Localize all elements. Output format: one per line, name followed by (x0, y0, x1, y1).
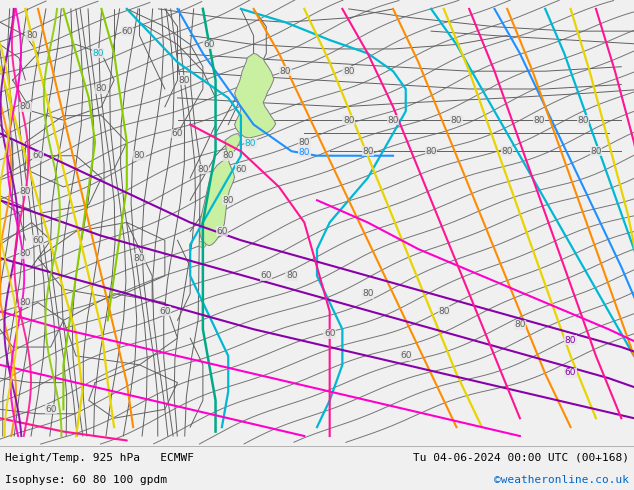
Text: 60: 60 (121, 26, 133, 36)
Text: 60: 60 (261, 271, 272, 280)
Text: 80: 80 (451, 116, 462, 124)
Text: 60: 60 (216, 227, 228, 236)
Text: 80: 80 (26, 31, 37, 40)
Text: 80: 80 (20, 249, 31, 258)
Text: 80: 80 (343, 116, 354, 124)
Text: 80: 80 (438, 307, 450, 316)
Text: 80: 80 (501, 147, 513, 156)
Text: 80: 80 (343, 67, 354, 75)
Text: 60: 60 (45, 405, 56, 414)
Text: 80: 80 (20, 298, 31, 307)
Text: Isophyse: 60 80 100 gpdm: Isophyse: 60 80 100 gpdm (5, 475, 167, 485)
Text: Height/Temp. 925 hPa   ECMWF: Height/Temp. 925 hPa ECMWF (5, 453, 194, 463)
Text: 80: 80 (93, 49, 104, 58)
Text: 80: 80 (223, 196, 234, 205)
Text: 60: 60 (400, 351, 411, 361)
Text: 80: 80 (134, 253, 145, 263)
Text: 60: 60 (172, 129, 183, 138)
Text: 80: 80 (533, 116, 545, 124)
Polygon shape (199, 241, 206, 248)
Text: ©weatheronline.co.uk: ©weatheronline.co.uk (494, 475, 629, 485)
Text: 80: 80 (425, 147, 437, 156)
Text: 80: 80 (590, 147, 602, 156)
Text: 60: 60 (565, 368, 576, 377)
Text: Tu 04-06-2024 00:00 UTC (00+168): Tu 04-06-2024 00:00 UTC (00+168) (413, 453, 629, 463)
Text: 60: 60 (235, 165, 247, 173)
Polygon shape (200, 133, 241, 245)
Text: 80: 80 (362, 147, 373, 156)
Text: 80: 80 (514, 320, 526, 329)
Text: 80: 80 (362, 289, 373, 298)
Text: 60: 60 (159, 307, 171, 316)
Text: 80: 80 (299, 147, 310, 157)
Text: 80: 80 (578, 116, 589, 124)
Text: 80: 80 (565, 336, 576, 345)
Text: 80: 80 (134, 151, 145, 160)
Polygon shape (235, 53, 276, 138)
Text: 80: 80 (96, 84, 107, 94)
Text: 60: 60 (32, 151, 44, 160)
Text: 80: 80 (197, 165, 209, 173)
Text: 60: 60 (32, 236, 44, 245)
Text: 80: 80 (299, 138, 310, 147)
Text: 80: 80 (20, 187, 31, 196)
Text: 80: 80 (20, 102, 31, 111)
Text: 60: 60 (204, 40, 215, 49)
Text: 80: 80 (286, 271, 297, 280)
Text: 80: 80 (223, 151, 234, 160)
Text: 80: 80 (280, 67, 291, 75)
Text: 60: 60 (324, 329, 335, 338)
Text: 80: 80 (178, 75, 190, 85)
Text: 80: 80 (387, 116, 399, 124)
Text: 80: 80 (245, 139, 256, 148)
